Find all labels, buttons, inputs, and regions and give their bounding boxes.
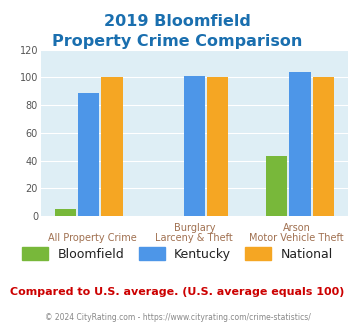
Bar	[101, 77, 122, 216]
Text: 2019 Bloomfield: 2019 Bloomfield	[104, 14, 251, 29]
Text: Compared to U.S. average. (U.S. average equals 100): Compared to U.S. average. (U.S. average …	[10, 287, 345, 297]
Bar	[207, 77, 228, 216]
Text: Arson: Arson	[283, 223, 311, 233]
Bar	[266, 156, 288, 216]
Bar	[78, 92, 99, 216]
Text: Property Crime Comparison: Property Crime Comparison	[52, 34, 303, 49]
Bar	[184, 76, 205, 216]
Text: All Property Crime: All Property Crime	[48, 233, 136, 243]
Text: © 2024 CityRating.com - https://www.cityrating.com/crime-statistics/: © 2024 CityRating.com - https://www.city…	[45, 313, 310, 322]
Bar	[289, 72, 311, 216]
Text: Burglary: Burglary	[174, 223, 215, 233]
Text: Motor Vehicle Theft: Motor Vehicle Theft	[250, 233, 344, 243]
Bar	[312, 77, 334, 216]
Legend: Bloomfield, Kentucky, National: Bloomfield, Kentucky, National	[17, 243, 338, 266]
Bar	[55, 209, 76, 216]
Text: Larceny & Theft: Larceny & Theft	[155, 233, 233, 243]
